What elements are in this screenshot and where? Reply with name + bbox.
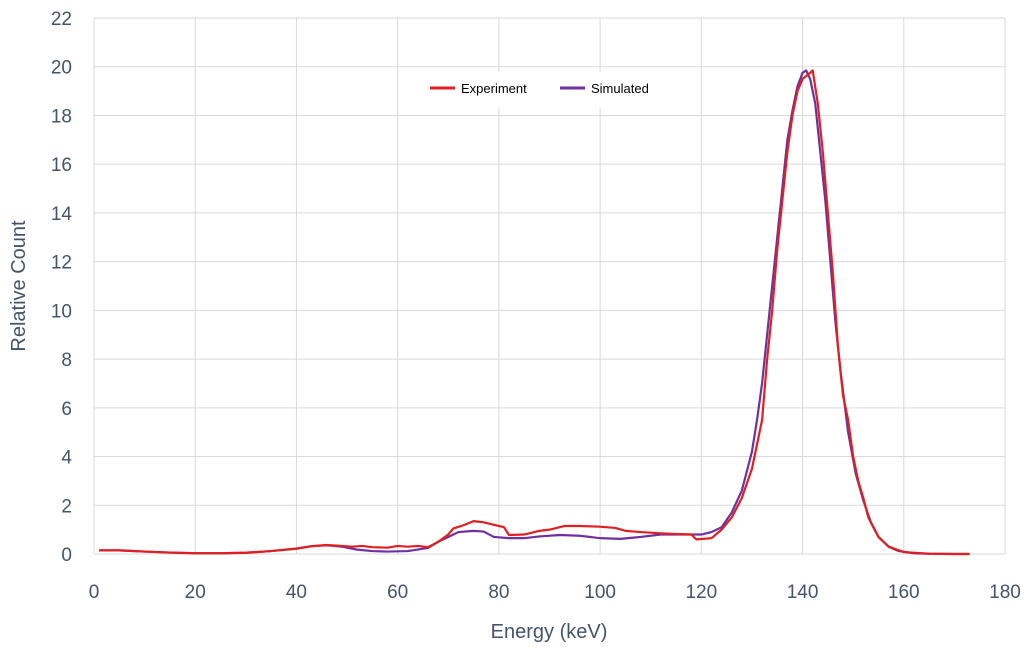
legend-label-experiment: Experiment bbox=[461, 81, 527, 96]
grid bbox=[93, 17, 1006, 555]
y-tick-label: 14 bbox=[51, 204, 73, 225]
x-tick-label: 20 bbox=[185, 582, 206, 603]
x-tick-label: 40 bbox=[286, 582, 307, 603]
y-tick-label: 10 bbox=[51, 301, 72, 322]
legend-box bbox=[420, 72, 670, 108]
legend: Experiment Simulated bbox=[420, 72, 670, 108]
y-tick-label: 0 bbox=[61, 545, 72, 566]
y-tick-label: 2 bbox=[61, 496, 72, 517]
series-line-experiment bbox=[99, 69, 970, 556]
y-tick-label: 16 bbox=[51, 155, 72, 176]
series-line-simulated bbox=[99, 69, 970, 556]
series-lines bbox=[99, 69, 970, 556]
axes: 0 2 4 6 8 10 12 14 16 18 20 22 0 20 40 60 80 100 120 140 160… bbox=[51, 9, 1021, 603]
x-tick-label: 100 bbox=[584, 582, 616, 603]
y-tick-label: 18 bbox=[51, 106, 72, 127]
y-tick-label: 22 bbox=[51, 9, 72, 30]
legend-label-simulated: Simulated bbox=[591, 81, 649, 96]
y-tick-label: 8 bbox=[61, 350, 72, 371]
x-tick-label: 0 bbox=[89, 582, 100, 603]
x-tick-label: 120 bbox=[685, 582, 717, 603]
x-axis-title: Energy (keV) bbox=[491, 621, 608, 643]
y-tick-label: 12 bbox=[51, 253, 72, 274]
y-tick-label: 4 bbox=[61, 448, 72, 469]
x-tick-label: 60 bbox=[387, 582, 408, 603]
y-axis-title: Relative Count bbox=[8, 220, 30, 352]
x-tick-label: 80 bbox=[488, 582, 509, 603]
x-tick-label: 140 bbox=[787, 582, 819, 603]
y-tick-label: 20 bbox=[51, 58, 72, 79]
y-tick-label: 6 bbox=[61, 399, 72, 420]
x-tick-label: 160 bbox=[888, 582, 920, 603]
x-tick-label: 180 bbox=[989, 582, 1021, 603]
